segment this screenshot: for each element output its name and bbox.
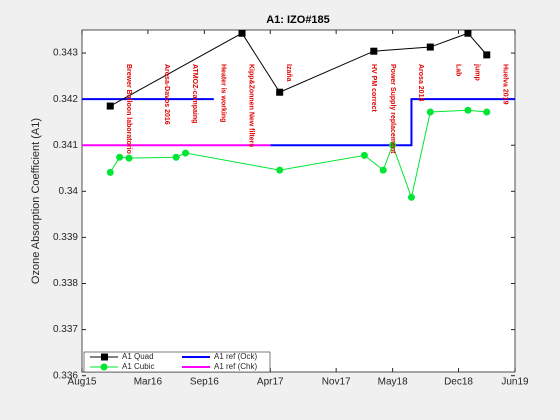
annotation: Power Supply replacement (389, 64, 396, 154)
cubic-point (182, 149, 190, 157)
cubic-point (426, 108, 434, 116)
annotation: Izaña (285, 64, 292, 82)
quad-point (426, 43, 434, 51)
annotation: Arosa 2018 (417, 64, 424, 101)
annotation: jump (474, 63, 481, 81)
legend-marker (100, 363, 108, 371)
axes-box (81, 29, 516, 373)
x-tick-label: Sep16 (190, 377, 219, 388)
cubic-point (106, 168, 114, 176)
x-tick-label: May18 (378, 377, 408, 388)
quad-point (106, 102, 114, 110)
x-tick-label: Apr17 (257, 377, 284, 388)
y-tick-label: 0.34 (59, 186, 79, 197)
cubic-point (360, 151, 368, 159)
x-tick-label: Mar16 (134, 377, 163, 388)
cubic-point (116, 153, 124, 161)
cubic-point (407, 193, 415, 201)
x-tick-label: Aug15 (68, 377, 97, 388)
x-tick-label: Jun19 (501, 377, 529, 388)
y-axis-label: Ozone Absorption Coefficient (A1) (30, 118, 42, 284)
annotation: Lab (455, 64, 462, 76)
legend-marker (101, 353, 108, 361)
cubic-point (276, 166, 284, 174)
cubic-point (483, 108, 491, 116)
cubic-point (172, 153, 180, 161)
y-tick-label: 0.337 (53, 324, 78, 335)
quad-point (464, 30, 472, 37)
annotation: Heater is working (219, 64, 226, 122)
cubic-point (389, 141, 397, 149)
quad-point (483, 51, 491, 59)
y-tick-label: 0.341 (53, 140, 78, 151)
annotation: HV PM correct (370, 64, 377, 113)
cubic-point (379, 166, 387, 174)
y-tick-label: 0.343 (53, 48, 78, 59)
quad-point (370, 47, 378, 55)
x-tick-label: Nov17 (322, 377, 351, 388)
annotation: Arosa-Davos 2016 (163, 64, 170, 125)
legend-label: A1 Quad (122, 352, 154, 361)
cubic-point (464, 106, 472, 114)
annotation: Kipp&Zonnen New filters (248, 64, 255, 147)
annotation: Huelva 2019 (502, 64, 509, 105)
legend-label: A1 ref (Chk) (214, 362, 257, 371)
plot-layer: Brewer Balloon laboratorio Arosa-Davos 20… (82, 30, 515, 201)
cubic-point (125, 154, 133, 162)
y-tick-label: 0.342 (53, 94, 78, 105)
chart-title: A1: IZO#185 (266, 14, 330, 26)
annotation: ATMOZ-campaing (191, 64, 198, 123)
quad-point (238, 30, 246, 37)
series-line (270, 98, 515, 147)
y-tick-label: 0.338 (53, 278, 78, 289)
legend-label: A1 ref (Ock) (214, 352, 257, 361)
plot-area (82, 30, 515, 372)
quad-point (276, 88, 284, 96)
annotation: Brewer Balloon laboratorio (125, 64, 132, 154)
y-tick-label: 0.339 (53, 232, 78, 243)
legend-label: A1 Cubic (122, 362, 154, 371)
x-tick-label: Dec18 (444, 377, 473, 388)
legend-box (83, 351, 271, 373)
y-tick-label: 0.336 (53, 370, 78, 381)
